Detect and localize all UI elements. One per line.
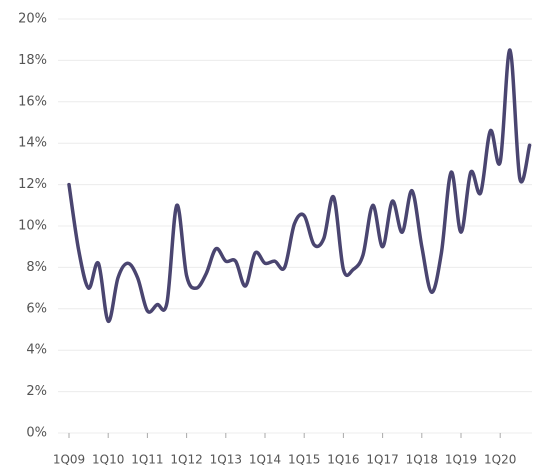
y-tick-label: 6% xyxy=(26,301,47,316)
y-tick-label: 16% xyxy=(18,94,47,109)
y-tick-label: 10% xyxy=(18,219,47,234)
x-tick-label: 1Q11 xyxy=(131,453,163,467)
y-tick-label: 8% xyxy=(26,260,47,275)
x-tick-label: 1Q18 xyxy=(406,453,438,467)
x-tick-label: 1Q12 xyxy=(170,453,202,467)
y-tick-label: 2% xyxy=(26,384,47,399)
x-tick-label: 1Q20 xyxy=(484,453,516,467)
y-tick-label: 20% xyxy=(18,12,47,27)
x-tick-label: 1Q13 xyxy=(210,453,242,467)
y-tick-label: 14% xyxy=(18,136,47,151)
line xyxy=(67,48,532,323)
x-tick-label: 1Q16 xyxy=(327,453,359,467)
x-tick-label: 1Q14 xyxy=(249,453,281,467)
y-tick-label: 4% xyxy=(26,343,47,358)
x-tick-label: 1Q10 xyxy=(92,453,124,467)
y-tick-label: 12% xyxy=(18,177,47,192)
x-tick-label: 1Q15 xyxy=(288,453,320,467)
x-tick-label: 1Q19 xyxy=(445,453,477,467)
x-tick-label: 1Q09 xyxy=(53,453,85,467)
y-tick-label: 0% xyxy=(26,426,47,441)
y-tick-label: 18% xyxy=(18,53,47,68)
x-tick-label: 1Q17 xyxy=(366,453,398,467)
